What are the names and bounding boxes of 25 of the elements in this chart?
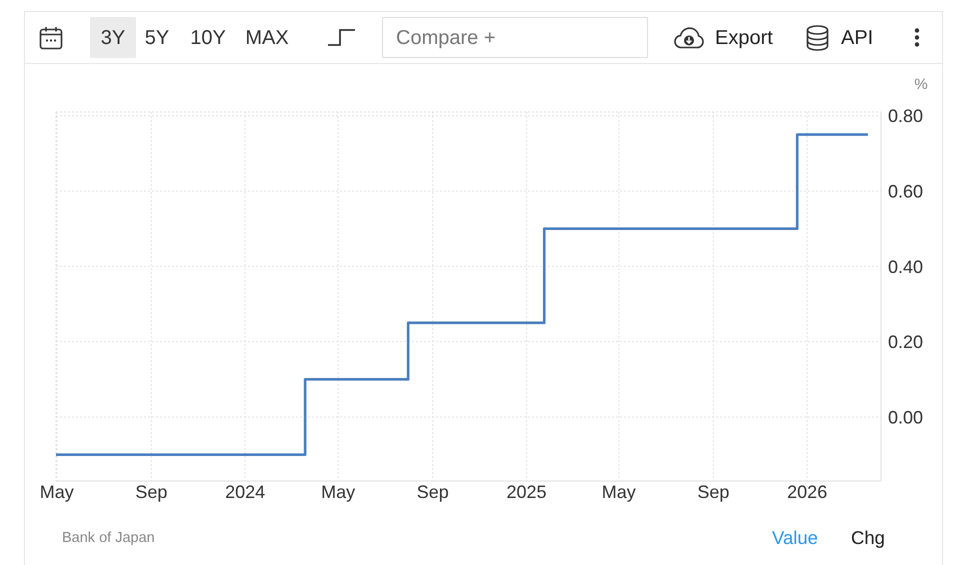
text: 3Y (100, 26, 126, 51)
x-tick-label: 2024 (225, 482, 266, 502)
y-axis-title: % (914, 76, 928, 94)
y-tick-label: 0.20 (888, 332, 924, 352)
text: 5Y (144, 26, 170, 51)
text: Compare + (396, 26, 496, 51)
x-tick-label: Sep (416, 482, 449, 502)
y-tick-label: 0.60 (888, 181, 924, 202)
y-tick-label: 0.80 (888, 106, 924, 126)
x-tick-label: May (40, 482, 74, 502)
x-tick-label: Sep (697, 482, 730, 502)
y-tick-label: 0.40 (888, 256, 924, 277)
text: Chg (851, 526, 885, 550)
x-tick-label: May (321, 482, 356, 502)
text: 10Y (190, 26, 226, 51)
text: Value (772, 526, 818, 550)
x-tick-label: May (602, 482, 636, 502)
text: Export (715, 26, 773, 51)
text: MAX (245, 26, 289, 51)
y-tick-label: 0.00 (888, 407, 924, 428)
text: API (841, 26, 874, 51)
x-tick-label: 2025 (506, 482, 547, 502)
text: Bank of Japan (62, 529, 155, 548)
x-tick-label: Sep (135, 482, 168, 502)
x-tick-label: 2026 (787, 482, 828, 502)
